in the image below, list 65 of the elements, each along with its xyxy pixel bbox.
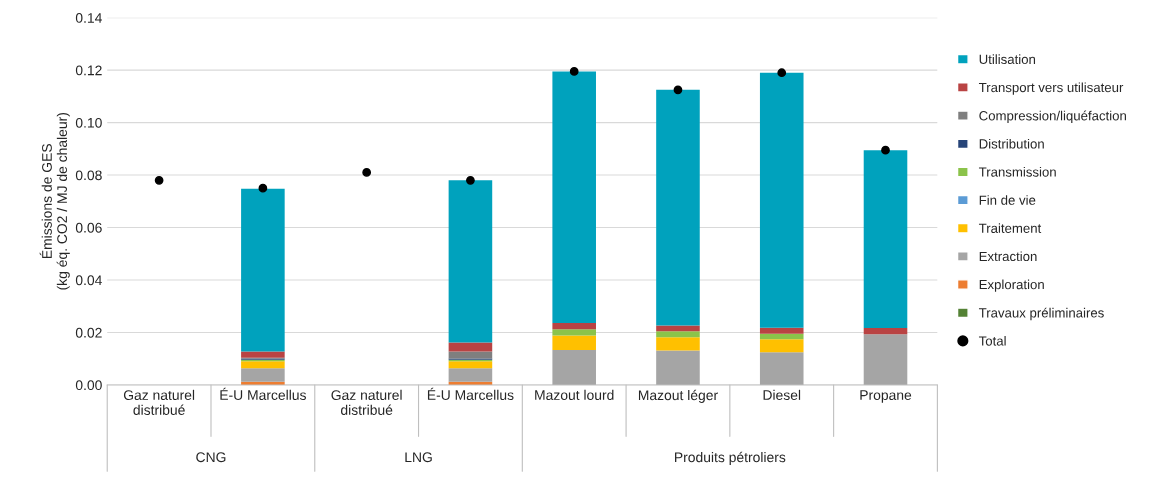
bar xyxy=(759,339,804,353)
legend-label: Utilisation xyxy=(979,54,1036,65)
bar xyxy=(759,327,804,334)
point xyxy=(362,168,372,177)
bar xyxy=(656,337,700,351)
text: Produits pétroliers xyxy=(675,451,786,465)
bar xyxy=(448,368,493,382)
y-tick-label: 0.08 xyxy=(75,170,102,181)
bar xyxy=(448,342,493,352)
bar xyxy=(241,188,285,352)
bar xyxy=(656,350,700,385)
legend-label: Transport vers utilisateur xyxy=(978,82,1124,95)
point xyxy=(258,183,268,193)
bar xyxy=(552,329,596,336)
x-tick-label: Gaz naturel distribué xyxy=(331,389,402,415)
bar xyxy=(656,325,700,332)
text: CNG xyxy=(196,452,226,463)
text: LNG xyxy=(405,452,432,463)
legend-label: Travaux préliminaires xyxy=(978,307,1104,321)
legend-label: Extraction xyxy=(979,251,1037,262)
x-tick-label: É-U Marcellus xyxy=(427,387,514,400)
bar xyxy=(552,323,596,330)
legend-label: Total xyxy=(978,335,1006,346)
bar xyxy=(552,71,596,324)
bar xyxy=(863,150,908,329)
legend-label: Compression/liquéfaction xyxy=(979,110,1126,124)
legend-label: Traitement xyxy=(978,223,1042,233)
y-tick-label: 0.10 xyxy=(75,117,102,128)
legend-label: Transmission xyxy=(978,167,1056,177)
bar xyxy=(759,333,804,340)
y-axis-title: Émissions de GES (kg éq. CO2 / MJ de chaleur) xyxy=(39,112,70,290)
x-tick-label: Gaz naturel distribué xyxy=(123,389,195,415)
y-tick-label: 0.02 xyxy=(75,327,102,338)
point xyxy=(777,68,787,78)
y-tick-label: 0.06 xyxy=(75,222,102,233)
bar xyxy=(656,89,700,326)
bar xyxy=(863,334,908,385)
point xyxy=(154,175,164,185)
y-tick-label: 0.00 xyxy=(75,380,102,391)
bar xyxy=(656,331,700,338)
y-tick-label: 0.14 xyxy=(75,12,102,23)
y-tick-label: 0.04 xyxy=(75,275,102,286)
bar xyxy=(241,351,285,358)
legend-label: Exploration xyxy=(979,279,1044,292)
x-tick-label: É-U Marcellus xyxy=(220,387,306,400)
bar xyxy=(448,180,493,343)
x-tick-label: Mazout lourd xyxy=(535,389,614,400)
point xyxy=(569,67,579,76)
point xyxy=(673,85,683,95)
legend-label: Distribution xyxy=(979,138,1044,149)
bar xyxy=(759,352,804,385)
x-tick-label: Propane xyxy=(860,390,912,403)
point xyxy=(466,175,475,185)
x-tick-label: Diesel xyxy=(763,389,801,400)
bar xyxy=(241,368,285,382)
bar xyxy=(448,361,493,369)
point xyxy=(881,145,890,155)
bar xyxy=(552,335,596,351)
bar xyxy=(863,328,908,335)
legend-label: Fin de vie xyxy=(979,195,1036,205)
bar xyxy=(759,72,804,328)
y-tick-label: 0.12 xyxy=(75,65,102,76)
bar xyxy=(241,361,285,369)
bar xyxy=(552,350,596,385)
x-tick-label: Mazout léger xyxy=(638,389,718,403)
